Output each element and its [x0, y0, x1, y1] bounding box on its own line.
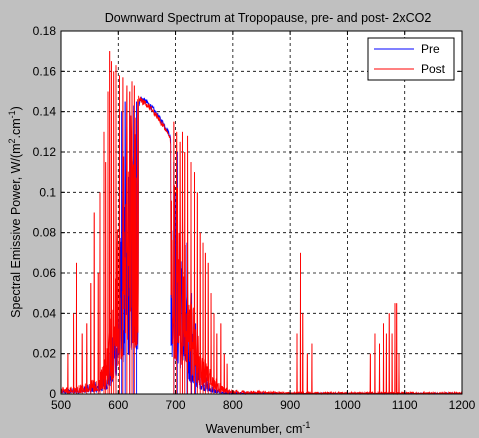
y-tick-label: 0.06 [33, 266, 57, 280]
y-tick-label: 0.16 [33, 64, 57, 78]
series-post [60, 51, 463, 396]
y-axis-label: Spectral Emissive Power, W/(m2.cm-1) [7, 106, 23, 318]
y-axis-ticks: 0 0.02 0.04 0.06 0.08 0.1 0.12 0.14 0.16 0.18 [33, 24, 462, 401]
y-tick-label: 0 [49, 387, 56, 401]
y-tick-label: 0.14 [33, 105, 57, 119]
x-axis-ticks: 500 600 700 800 900 1000 1100 1200 [51, 31, 476, 412]
x-tick-label: 1000 [334, 398, 361, 412]
x-tick-label: 1100 [392, 398, 418, 412]
x-axis-label: Wavenumber, cm-1 [206, 420, 311, 436]
y-tick-label: 0.02 [33, 347, 57, 361]
legend-label-pre: Pre [421, 42, 440, 56]
legend-label-post: Post [421, 62, 446, 76]
x-tick-label: 900 [280, 398, 300, 412]
x-tick-label: 800 [223, 398, 243, 412]
y-tick-label: 0.18 [33, 24, 57, 38]
x-tick-label: 1200 [449, 398, 476, 412]
legend: Pre Post [367, 37, 455, 81]
y-tick-label: 0.1 [39, 185, 56, 199]
x-tick-label: 700 [166, 398, 186, 412]
x-tick-label: 500 [51, 398, 71, 412]
y-tick-label: 0.08 [33, 226, 57, 240]
x-tick-label: 600 [108, 398, 128, 412]
y-tick-label: 0.04 [33, 306, 57, 320]
chart-title: Downward Spectrum at Tropopause, pre- an… [105, 11, 432, 25]
y-tick-label: 0.12 [33, 145, 57, 159]
plot-frame [60, 30, 463, 395]
legend-box [367, 37, 455, 81]
